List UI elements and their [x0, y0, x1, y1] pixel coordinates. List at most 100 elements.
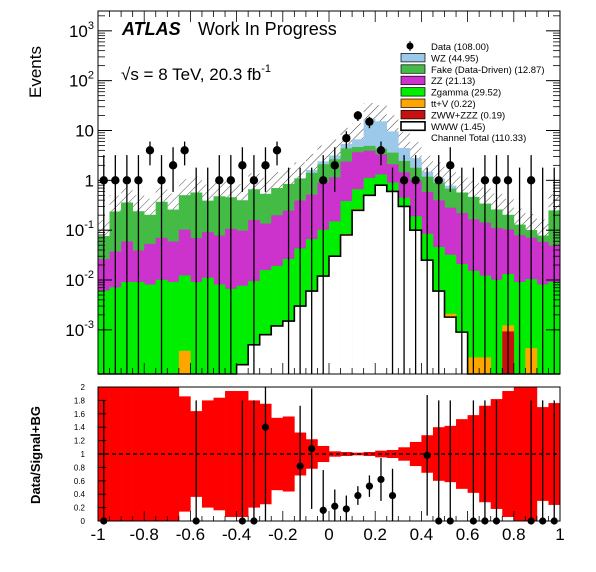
data-point	[249, 176, 259, 185]
ratio-y-tick-label: 0	[81, 517, 86, 526]
ratio-band-bin-26	[398, 447, 411, 461]
data-point	[399, 176, 409, 185]
data-point	[342, 134, 351, 143]
ratio-y-tick-label: 0.8	[74, 463, 86, 472]
y-tick-exponent: 2	[88, 70, 94, 82]
y-tick-exponent: -3	[84, 319, 94, 331]
legend-label: Fake (Data-Driven) (12.87)	[431, 65, 545, 76]
data-point	[226, 176, 236, 185]
legend-swatch	[400, 87, 426, 97]
data-point	[261, 161, 270, 170]
ratio-y-tick-label: 0.4	[74, 490, 86, 499]
legend-swatch	[400, 64, 426, 74]
ratio-y-tick-label: 1	[81, 450, 86, 459]
legend-swatch	[400, 121, 426, 132]
legend-label: ZZ (21.13)	[431, 76, 475, 87]
y-tick-base: 10	[65, 271, 84, 290]
www-bin-24	[375, 185, 388, 374]
ratio-point	[319, 506, 327, 514]
data-point	[434, 176, 443, 185]
legend-swatch	[400, 98, 426, 108]
zgamma-bin-15	[271, 265, 284, 374]
data-point	[157, 176, 166, 185]
x-tick-label: -0.6	[176, 525, 205, 544]
data-point	[503, 176, 513, 185]
www-bin-21	[340, 235, 353, 374]
ratio-y-tick-label: 2	[81, 383, 86, 392]
data-point	[180, 146, 189, 155]
data-point	[122, 176, 132, 185]
ratio-panel-axes: 0 0.2 0.4 0.6 0.8 1 1.2 1.4 1.6 1.8 2 -1 -0.8 -0.6 -0.…	[74, 383, 565, 544]
data-point	[526, 176, 536, 185]
x-tick-label: 0.8	[502, 525, 526, 544]
data-point	[446, 161, 455, 170]
ratio-point	[342, 505, 350, 513]
tt-v-bin-7	[178, 350, 191, 374]
legend-label: Channel Total (110.33)	[431, 133, 526, 144]
ratio-point	[423, 451, 431, 459]
status-label: Work In Progress	[198, 19, 337, 39]
data-point	[134, 176, 143, 185]
x-tick-label: 1	[555, 525, 564, 544]
x-tick-label: -1	[90, 525, 105, 544]
ratio-y-tick-label: 1.6	[74, 410, 86, 419]
ratio-y-tick-label: 0.6	[74, 477, 86, 486]
ratio-band-bin-31	[456, 419, 468, 489]
legend-label: ZWW+ZZZ (0.19)	[431, 110, 505, 121]
y-tick-exponent: 3	[88, 20, 94, 32]
energy-text: √s = 8 TeV, 20.3 fb	[121, 65, 261, 84]
stacked-histograms	[98, 119, 561, 375]
legend-label: Data (108.00)	[431, 42, 489, 53]
legend-swatch	[400, 110, 426, 120]
y-tick-base: 10	[69, 72, 88, 91]
ratio-point	[377, 475, 385, 484]
y-tick-exponent: -1	[84, 219, 94, 231]
data-point	[215, 176, 224, 185]
zgamma-bin-14	[259, 270, 272, 374]
ratio-point	[308, 445, 316, 453]
x-tick-label: 0.2	[363, 525, 387, 544]
data-point	[376, 146, 386, 155]
ratio-band-bin-15	[271, 417, 284, 491]
zgamma-bin-4	[144, 284, 157, 374]
ratio-point	[296, 462, 304, 470]
y-tick-base: 10	[69, 22, 88, 41]
ratio-band-bin-11	[225, 391, 237, 517]
x-tick-label: -0.2	[268, 525, 297, 544]
ratio-band-bin-23	[363, 451, 376, 457]
data-point	[272, 146, 282, 155]
www-bin-14	[259, 334, 272, 374]
y-tick-label: 10	[75, 122, 94, 141]
energy-superscript: -1	[261, 63, 271, 75]
zgamma-bin-6	[167, 281, 180, 374]
ratio-band-bin-6	[167, 387, 180, 521]
x-tick-label: 0.4	[410, 525, 434, 544]
data-point	[480, 176, 490, 185]
data-point	[145, 146, 155, 155]
legend: Data (108.00)WZ (44.95)Fake (Data-Driven…	[400, 41, 545, 144]
zgamma-bin-7	[178, 275, 191, 374]
y-axis-label-ratio: Data/Signal+BG	[28, 406, 43, 504]
www-bin-12	[236, 364, 249, 374]
legend-label: WWW (1.45)	[431, 122, 485, 133]
y-tick-base: 10	[65, 321, 84, 340]
x-tick-label: 0.6	[456, 525, 480, 544]
www-bin-23	[363, 195, 376, 374]
zgamma-bin-12	[236, 285, 249, 374]
x-tick-label: -0.4	[222, 525, 251, 544]
y-tick-label: 10-1	[65, 219, 94, 240]
x-tick-label: 0	[324, 525, 333, 544]
legend-label: tt+V (0.22)	[431, 99, 476, 110]
www-bin-20	[329, 256, 341, 374]
ratio-point	[365, 482, 374, 490]
ratio-point	[388, 491, 397, 500]
ratio-y-tick-label: 0.2	[74, 504, 86, 513]
www-bin-15	[271, 325, 284, 374]
data-points	[99, 111, 555, 374]
data-point	[319, 176, 328, 185]
y-tick-label: 103	[69, 20, 94, 41]
www-bin-22	[352, 210, 364, 374]
y-tick-base: 10	[65, 221, 84, 240]
